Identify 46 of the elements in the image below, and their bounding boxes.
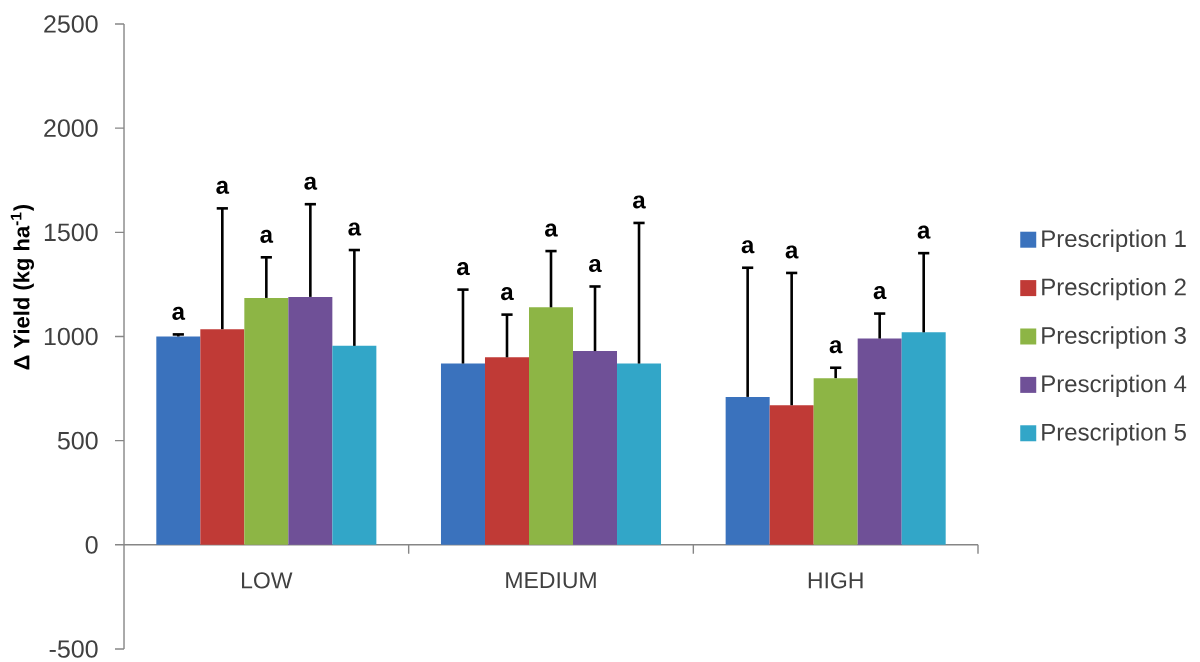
legend-label: Prescription 4 <box>1042 374 1187 398</box>
annotation: a <box>216 180 230 194</box>
annotation: a <box>501 287 514 301</box>
bar <box>288 296 333 545</box>
annotation: a <box>545 223 558 237</box>
bar <box>769 405 814 545</box>
annotation: a <box>873 286 887 300</box>
y-tick-label: 1500 <box>44 223 98 242</box>
annotation: a <box>917 225 931 239</box>
legend-label: Prescription 3 <box>1042 326 1186 349</box>
y-axis-title: Δ Yield (kg ha$^{-1}$) <box>10 204 34 370</box>
x-tick-label: LOW <box>242 572 293 589</box>
y-tick-label: 2000 <box>44 119 98 138</box>
bar <box>200 329 245 545</box>
annotation: a <box>633 195 646 209</box>
bar <box>529 307 574 545</box>
annotation: a <box>589 258 602 273</box>
annotation: a <box>304 176 318 190</box>
bar <box>725 396 770 545</box>
y-tick-label: 0 <box>85 535 98 554</box>
y-tick-label: 1000 <box>44 327 98 346</box>
x-tick-label: HIGH <box>808 572 863 589</box>
annotation: a <box>785 245 799 259</box>
bar <box>484 357 529 545</box>
bar <box>332 345 377 545</box>
x-tick-label: MEDIUM <box>506 572 596 589</box>
annotation: a <box>348 222 362 236</box>
annotation: a <box>260 229 274 243</box>
bar <box>813 378 858 545</box>
legend-label: Prescription 5 <box>1042 423 1186 446</box>
bar <box>617 363 662 545</box>
y-tick-label: 500 <box>57 431 98 450</box>
bar <box>901 332 946 545</box>
y-tick-label: 2500 <box>44 15 98 33</box>
annotation: a <box>457 262 470 276</box>
y-tick-label: -500 <box>49 640 98 658</box>
annotation: a <box>172 306 186 320</box>
bar <box>573 351 618 545</box>
bar <box>440 363 485 545</box>
legend-label: Prescription 2 <box>1042 277 1186 301</box>
annotation: a <box>829 340 843 354</box>
bar <box>244 297 289 545</box>
annotation: a <box>741 240 755 254</box>
legend-label: Prescription 1 <box>1042 229 1186 252</box>
bar <box>857 338 902 545</box>
bar <box>156 336 201 545</box>
